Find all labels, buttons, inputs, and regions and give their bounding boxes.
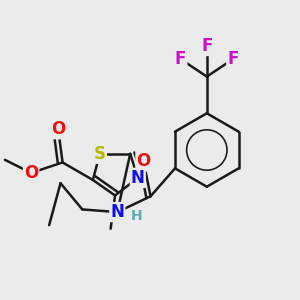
Text: H: H	[131, 209, 142, 224]
Text: O: O	[51, 120, 65, 138]
Text: O: O	[136, 152, 151, 170]
Text: O: O	[24, 164, 38, 182]
Text: S: S	[94, 145, 106, 163]
Text: F: F	[201, 37, 212, 55]
Text: N: N	[110, 203, 124, 221]
Text: F: F	[175, 50, 186, 68]
Text: F: F	[227, 50, 239, 68]
Text: N: N	[131, 169, 145, 187]
